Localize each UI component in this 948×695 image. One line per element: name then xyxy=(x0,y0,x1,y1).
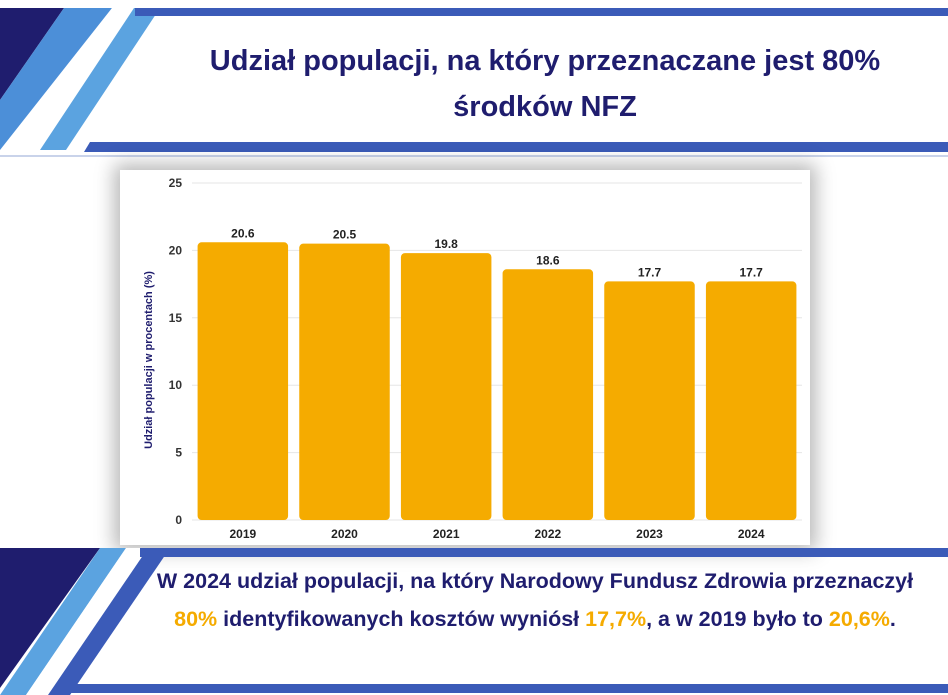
gridlines xyxy=(192,182,802,521)
y-tick-label: 15 xyxy=(169,311,183,325)
y-tick-label: 20 xyxy=(169,243,183,257)
bar-chart: 0 5 10 15 20 25 20.6 20.5 19.8 18.6 17.7 17.7 2019… xyxy=(143,176,802,541)
x-tick-label: 2019 xyxy=(229,527,256,541)
page-title: Udział populacji, na który przeznaczane … xyxy=(209,45,881,123)
data-label: 20.6 xyxy=(231,226,255,240)
summary-text: W 2024 udział populacji, na który Narodo… xyxy=(140,562,930,638)
summary-part-2: identyfikowanych kosztów wyniósł xyxy=(217,607,586,631)
bar-2023 xyxy=(604,281,695,520)
bottom-banner-graphic xyxy=(0,548,948,695)
y-tick-label: 0 xyxy=(175,513,182,527)
data-label: 18.6 xyxy=(536,253,560,267)
x-tick-label: 2023 xyxy=(636,527,663,541)
summary-part-4: . xyxy=(889,607,896,631)
summary-highlight-2019: 20,6% xyxy=(828,607,890,631)
top-banner: Udział populacji, na który przeznaczane … xyxy=(0,0,948,160)
x-tick-label: 2021 xyxy=(433,527,460,541)
y-tick-label: 5 xyxy=(175,446,182,460)
data-labels: 20.6 20.5 19.8 18.6 17.7 17.7 xyxy=(231,226,763,279)
top-banner-graphic xyxy=(0,8,948,157)
y-axis-ticks: 0 5 10 15 20 25 xyxy=(169,176,183,527)
data-label: 17.7 xyxy=(739,265,763,279)
x-tick-label: 2024 xyxy=(738,527,765,541)
x-axis-ticks: 2019 2020 2021 2022 2023 2024 xyxy=(229,527,764,541)
summary-highlight-2024: 17,7% xyxy=(585,607,647,631)
data-label: 19.8 xyxy=(434,237,458,251)
bar-2020 xyxy=(299,243,390,520)
summary-part-3: , a w 2019 było to xyxy=(646,607,829,631)
bar-2021 xyxy=(400,253,492,520)
bars xyxy=(197,242,797,520)
summary-highlight-80: 80% xyxy=(174,607,218,631)
x-tick-label: 2022 xyxy=(534,527,561,541)
bar-2022 xyxy=(502,269,594,520)
y-axis-label: Udział populacji w procentach (%) xyxy=(143,271,155,449)
x-tick-label: 2020 xyxy=(331,527,358,541)
bottom-banner: W 2024 udział populacji, na który Narodo… xyxy=(0,548,948,695)
y-tick-label: 25 xyxy=(169,176,183,190)
y-tick-label: 10 xyxy=(169,378,183,392)
data-label: 20.5 xyxy=(333,228,357,242)
bar-2019 xyxy=(197,242,289,520)
chart-card: 0 5 10 15 20 25 20.6 20.5 19.8 18.6 17.7 17.7 2019… xyxy=(120,170,810,545)
summary-part-1: W 2024 udział populacji, na który Narodo… xyxy=(156,569,914,593)
data-label: 17.7 xyxy=(638,265,662,279)
bar-2024 xyxy=(705,281,797,520)
